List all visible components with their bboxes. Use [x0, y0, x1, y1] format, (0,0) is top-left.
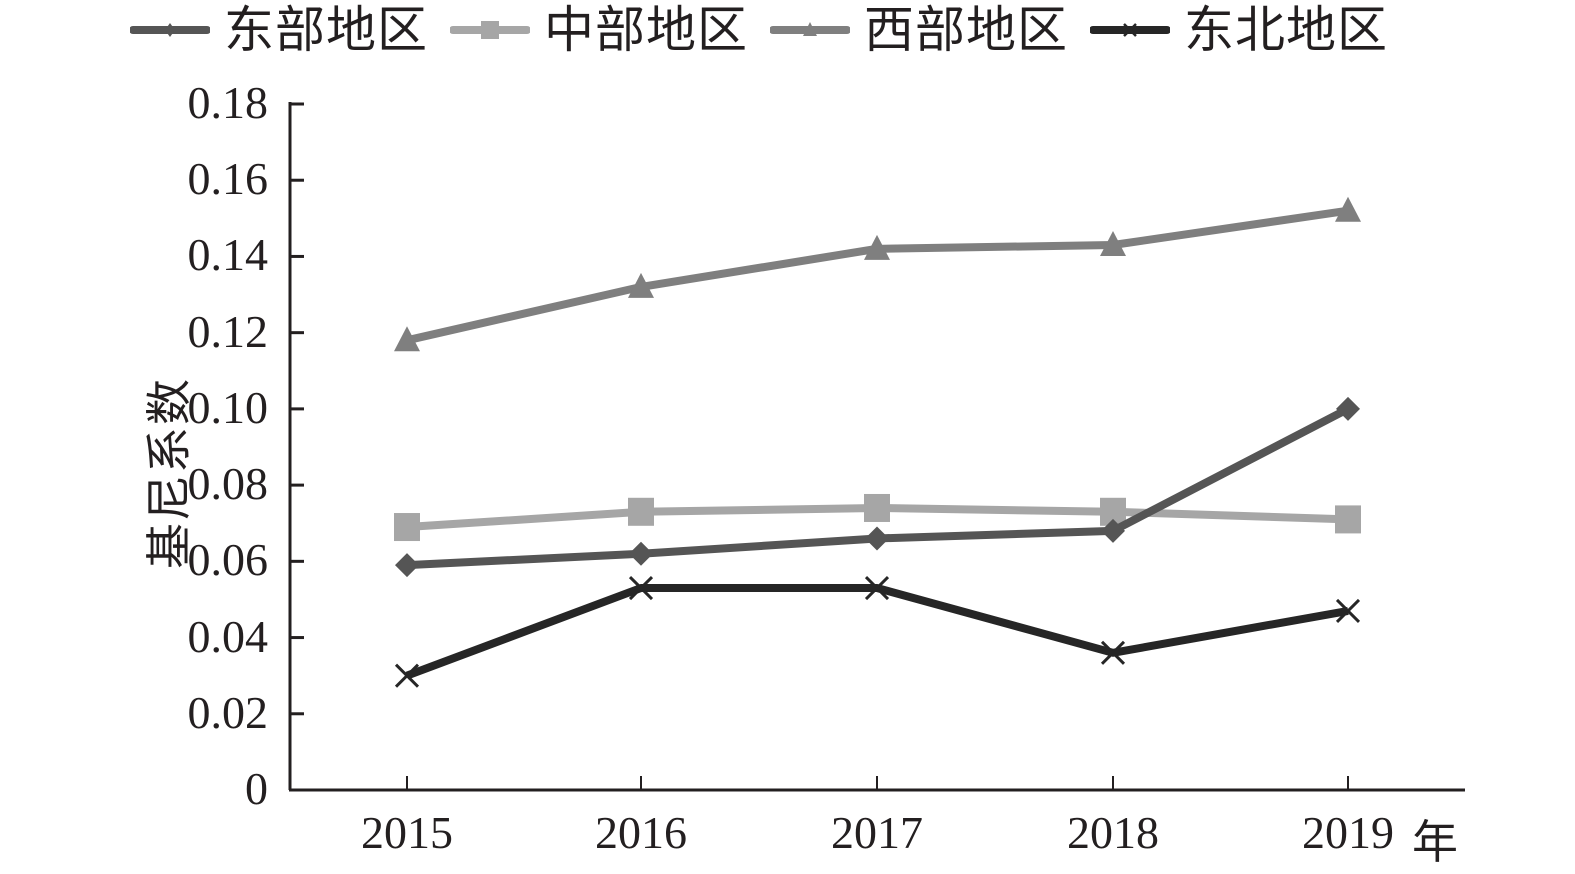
- legend-item-central: 中部地区: [450, 0, 748, 60]
- data-point-marker: [628, 575, 654, 601]
- data-point-marker: [1336, 396, 1360, 421]
- data-point-marker: [394, 326, 420, 352]
- legend-item-west: 西部地区: [770, 0, 1068, 60]
- legend-item-east: 东部地区: [130, 0, 428, 60]
- data-point-marker: [1101, 518, 1125, 543]
- x-tick-label: 2015: [361, 807, 453, 858]
- x-tick-label: 2019: [1302, 807, 1394, 858]
- data-point-marker: [1100, 640, 1126, 665]
- y-tick-label: 0: [245, 763, 268, 814]
- series-line: [406, 206, 1349, 345]
- data-point-marker: [1335, 196, 1361, 222]
- diamond-marker-icon: [130, 23, 210, 37]
- data-point-marker: [864, 493, 890, 522]
- y-tick-label: 0.16: [187, 153, 269, 205]
- y-tick-label: 0.02: [187, 686, 269, 738]
- data-point-marker: [1335, 598, 1361, 623]
- y-tick-label: 0.04: [187, 610, 269, 662]
- data-point-marker: [1100, 231, 1126, 257]
- y-tick-label: 0.10: [187, 381, 269, 433]
- x-tick-label: 2018: [1067, 807, 1159, 858]
- data-point-marker: [394, 663, 420, 688]
- x-tick-label: 2017: [831, 807, 923, 858]
- data-point-marker: [628, 272, 654, 298]
- y-tick-label: 0.14: [187, 229, 269, 281]
- legend-label: 中部地区: [544, 1, 748, 59]
- triangle-marker-icon: [770, 22, 850, 36]
- data-point-marker: [629, 541, 653, 566]
- data-point-marker: [865, 526, 889, 551]
- x-axis-unit: 年: [1412, 815, 1458, 869]
- data-point-marker: [864, 575, 890, 601]
- square-marker-icon: [450, 21, 530, 39]
- series-x: [394, 575, 1361, 688]
- legend-label: 西部地区: [864, 1, 1068, 59]
- chart-legend: 东部地区 中部地区 西部地区 东北地区: [130, 0, 1410, 60]
- series-triangle: [394, 196, 1361, 352]
- x-tick-label: 2016: [595, 807, 687, 858]
- data-point-marker: [395, 553, 419, 578]
- data-point-marker: [864, 234, 890, 260]
- data-point-marker: [628, 497, 654, 526]
- y-tick-label: 0.12: [187, 305, 269, 357]
- y-tick-label: 0.08: [187, 458, 269, 510]
- legend-label: 东部地区: [224, 1, 428, 59]
- y-tick-label: 0.06: [187, 534, 269, 586]
- series-line: [405, 584, 1349, 680]
- data-point-marker: [1335, 505, 1361, 534]
- y-tick-label: 0.18: [187, 77, 269, 128]
- x-marker-icon: [1090, 23, 1170, 37]
- legend-item-northeast: 东北地区: [1090, 0, 1388, 60]
- data-point-marker: [394, 513, 420, 542]
- series-diamond: [395, 396, 1360, 578]
- legend-label: 东北地区: [1184, 1, 1388, 59]
